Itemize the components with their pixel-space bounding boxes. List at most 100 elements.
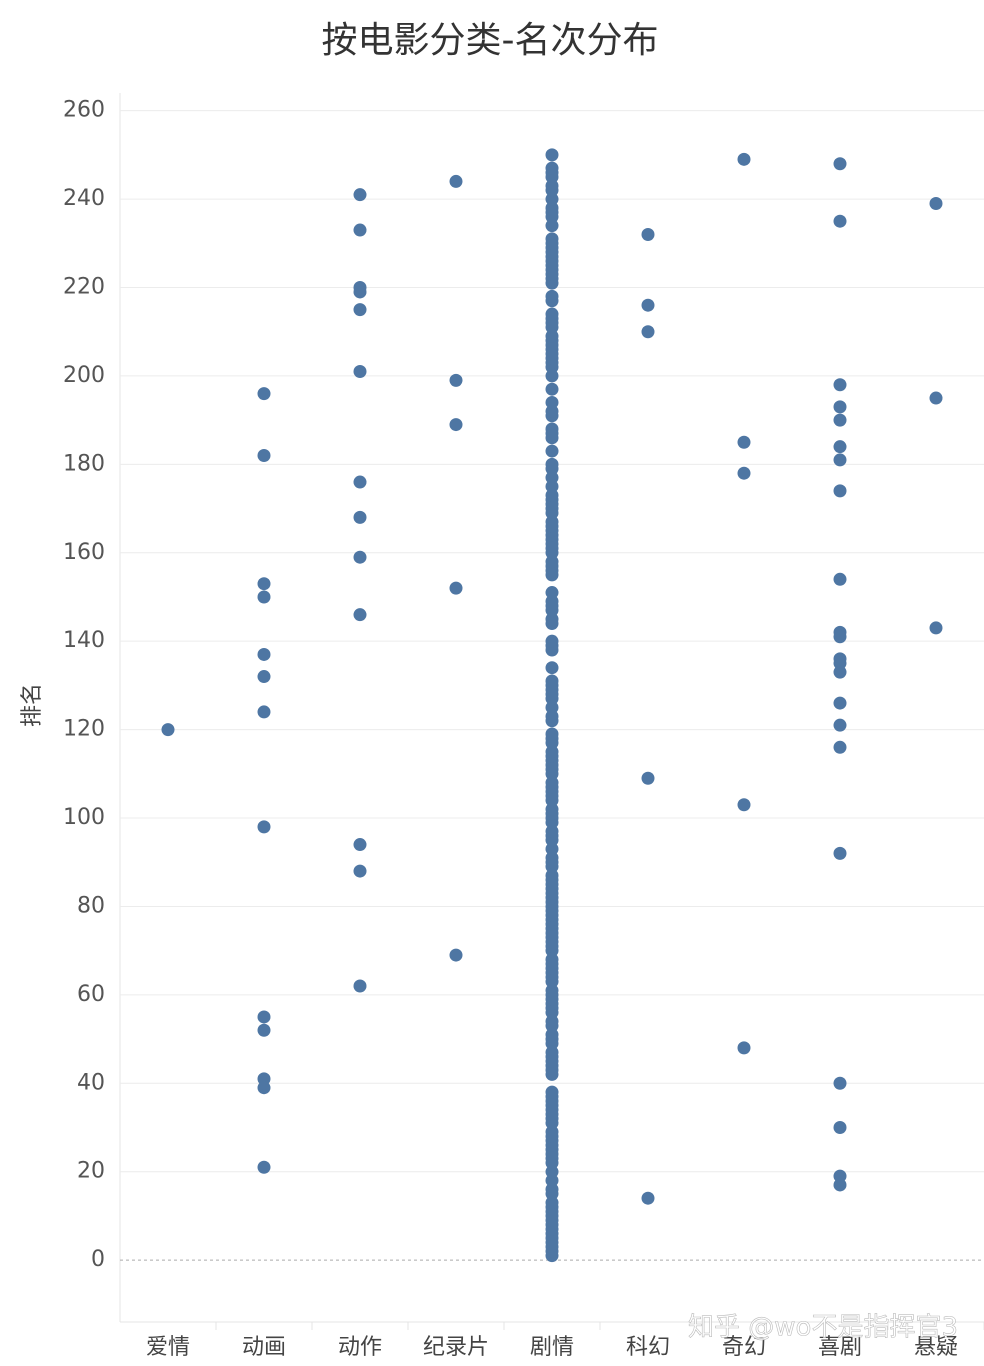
point: [353, 510, 367, 524]
point: [833, 846, 847, 860]
point: [833, 400, 847, 414]
point: [833, 440, 847, 454]
y-tick-label: 160: [63, 540, 105, 565]
point: [545, 444, 559, 458]
x-tick-label: 纪录片: [423, 1335, 489, 1360]
point: [353, 365, 367, 379]
point: [833, 665, 847, 679]
point: [257, 1023, 271, 1037]
point: [833, 572, 847, 586]
point: [353, 550, 367, 564]
point: [929, 621, 943, 635]
y-tick-label: 100: [63, 805, 105, 830]
point: [545, 382, 559, 396]
point: [353, 285, 367, 299]
y-tick-label: 80: [77, 893, 105, 918]
point: [257, 647, 271, 661]
point: [545, 1085, 559, 1099]
point: [353, 838, 367, 852]
y-tick-label: 120: [63, 717, 105, 742]
point: [737, 798, 751, 812]
point: [257, 1010, 271, 1024]
point: [833, 1178, 847, 1192]
point: [545, 586, 559, 600]
point: [545, 148, 559, 162]
point: [545, 307, 559, 321]
point: [449, 373, 463, 387]
point: [449, 174, 463, 188]
point: [257, 705, 271, 719]
y-tick-label: 40: [77, 1070, 105, 1095]
point: [929, 391, 943, 405]
y-tick-label: 60: [77, 982, 105, 1007]
point: [833, 630, 847, 644]
point: [545, 422, 559, 436]
x-tick-label: 喜剧: [818, 1335, 862, 1360]
point: [257, 590, 271, 604]
point: [449, 948, 463, 962]
point: [641, 227, 655, 241]
point: [737, 435, 751, 449]
point: [449, 418, 463, 432]
point: [833, 378, 847, 392]
point: [257, 820, 271, 834]
point: [545, 289, 559, 303]
point: [833, 453, 847, 467]
point: [353, 223, 367, 237]
point: [641, 1191, 655, 1205]
point: [641, 771, 655, 785]
point: [641, 325, 655, 339]
y-tick-label: 20: [77, 1159, 105, 1184]
point: [353, 864, 367, 878]
y-axis-label: 排名: [20, 683, 45, 727]
point: [833, 696, 847, 710]
point: [545, 457, 559, 471]
y-tick-label: 0: [91, 1247, 105, 1272]
point: [257, 387, 271, 401]
watermark: 知乎 @wo不是指挥官3: [688, 1313, 958, 1343]
point: [257, 577, 271, 591]
point: [833, 157, 847, 171]
point: [353, 475, 367, 489]
y-tick-label: 220: [63, 275, 105, 300]
x-tick-label: 剧情: [530, 1335, 574, 1360]
point: [545, 634, 559, 648]
y-tick-label: 140: [63, 628, 105, 653]
x-tick-label: 爱情: [146, 1335, 190, 1360]
point: [353, 979, 367, 993]
point: [545, 161, 559, 175]
point: [737, 152, 751, 166]
chart-title: 按电影分类-名次分布: [322, 20, 659, 61]
point: [833, 1120, 847, 1134]
point: [737, 466, 751, 480]
point: [833, 1076, 847, 1090]
x-tick-label: 悬疑: [914, 1335, 958, 1360]
point: [545, 232, 559, 246]
point: [545, 727, 559, 741]
point: [833, 740, 847, 754]
point: [833, 484, 847, 498]
point: [257, 670, 271, 684]
point: [833, 718, 847, 732]
point: [641, 298, 655, 312]
point: [545, 395, 559, 409]
point: [257, 449, 271, 463]
point: [545, 674, 559, 688]
point: [833, 214, 847, 228]
y-tick-label: 240: [63, 186, 105, 211]
x-tick-label: 动画: [242, 1335, 286, 1360]
point: [545, 661, 559, 675]
point: [833, 413, 847, 427]
x-tick-label: 科幻: [626, 1335, 670, 1360]
x-tick-label: 动作: [338, 1335, 382, 1360]
point: [929, 197, 943, 211]
y-tick-label: 180: [63, 451, 105, 476]
point: [353, 188, 367, 202]
point: [257, 1160, 271, 1174]
point: [353, 608, 367, 622]
point: [257, 1081, 271, 1095]
point: [449, 581, 463, 595]
y-tick-label: 260: [63, 98, 105, 123]
point: [353, 303, 367, 317]
